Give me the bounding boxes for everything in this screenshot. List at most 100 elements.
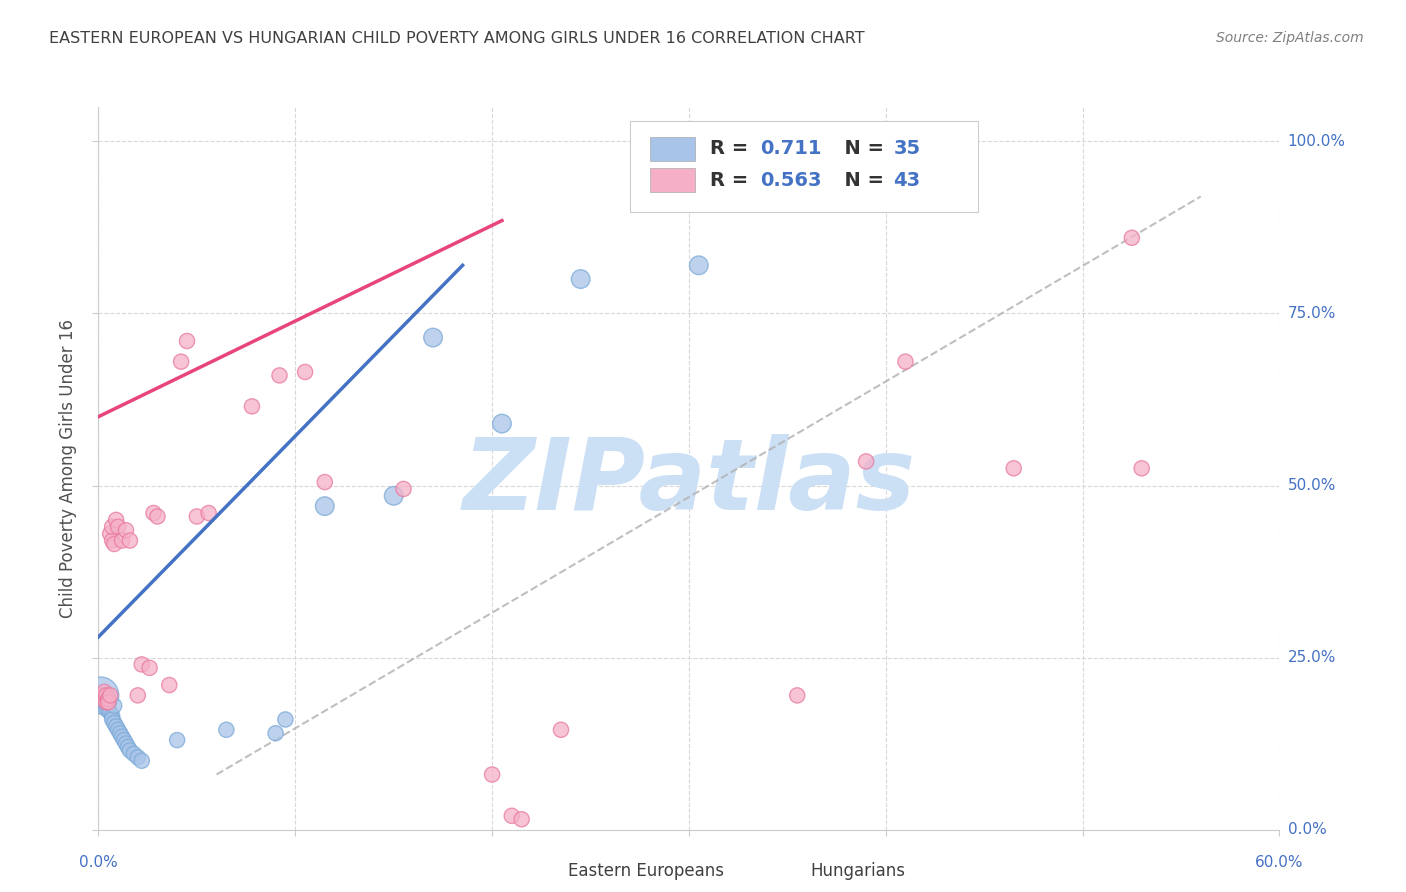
Point [215,723,238,737]
FancyBboxPatch shape [630,121,979,211]
Text: R =: R = [710,139,755,159]
Point [98,526,121,541]
Point [501,809,523,823]
Point [131,754,153,768]
FancyBboxPatch shape [766,861,803,882]
Text: 25.0%: 25.0% [1288,650,1336,665]
Point [103,537,125,551]
Point [122,747,145,761]
Point [274,713,297,727]
Point [108,726,131,740]
Point [96,702,118,716]
Point [264,726,287,740]
Point [96,695,118,709]
Point [101,533,124,548]
Point [142,506,165,520]
Point [91,695,114,709]
Point [101,713,124,727]
Point [894,354,917,368]
Point [1121,231,1143,245]
Point [314,499,336,513]
Point [97,702,120,716]
Point [422,330,444,344]
Point [269,368,291,383]
Point [855,454,877,468]
Text: 50.0%: 50.0% [1288,478,1336,493]
Point [101,709,124,723]
Point [117,739,139,754]
Point [98,706,121,720]
Point [115,737,138,751]
Text: ZIPatlas: ZIPatlas [463,434,915,532]
Point [97,691,120,706]
Point [392,482,415,496]
Point [93,685,115,699]
Text: R =: R = [710,170,755,189]
Text: 60.0%: 60.0% [1256,855,1303,870]
Point [103,698,125,713]
Point [97,695,120,709]
Point [91,689,114,703]
Text: Eastern Europeans: Eastern Europeans [568,863,724,880]
Point [688,258,710,272]
Point [89,689,111,703]
Point [157,678,180,692]
Text: 35: 35 [893,139,921,159]
Point [550,723,572,737]
Point [138,661,160,675]
Point [107,520,129,534]
Point [491,417,513,431]
Point [786,689,808,703]
Point [1130,461,1153,475]
Point [186,509,208,524]
FancyBboxPatch shape [650,168,695,193]
Point [170,354,193,368]
Point [127,689,149,703]
Point [96,695,118,709]
Point [97,698,120,713]
Point [112,733,135,747]
Point [314,475,336,489]
Point [89,689,111,703]
Point [510,812,533,826]
Text: N =: N = [831,170,890,189]
Text: 0.0%: 0.0% [1288,822,1326,837]
Point [115,523,138,537]
Point [101,520,124,534]
Point [481,767,503,781]
Point [118,743,141,757]
Text: Source: ZipAtlas.com: Source: ZipAtlas.com [1216,31,1364,45]
Text: 0.563: 0.563 [759,170,821,189]
Text: 43: 43 [893,170,921,189]
Point [197,506,219,520]
Point [105,719,128,733]
FancyBboxPatch shape [650,136,695,161]
Point [166,733,188,747]
Point [93,691,115,706]
FancyBboxPatch shape [523,861,561,882]
Point [131,657,153,672]
Point [176,334,198,348]
Point [569,272,592,286]
Text: Hungarians: Hungarians [811,863,905,880]
Point [98,689,121,703]
Text: 75.0%: 75.0% [1288,306,1336,321]
Point [127,750,149,764]
Point [93,695,115,709]
Point [118,533,141,548]
Point [105,513,128,527]
Point [146,509,169,524]
Point [91,691,114,706]
Point [1002,461,1025,475]
Text: 0.0%: 0.0% [79,855,118,870]
Text: N =: N = [831,139,890,159]
Point [96,689,118,703]
Point [382,489,405,503]
Point [294,365,316,379]
Point [111,730,134,744]
Text: EASTERN EUROPEAN VS HUNGARIAN CHILD POVERTY AMONG GIRLS UNDER 16 CORRELATION CHA: EASTERN EUROPEAN VS HUNGARIAN CHILD POVE… [49,31,865,46]
Point [107,723,129,737]
Point [240,400,263,414]
Point [111,533,134,548]
Text: 100.0%: 100.0% [1288,134,1346,149]
